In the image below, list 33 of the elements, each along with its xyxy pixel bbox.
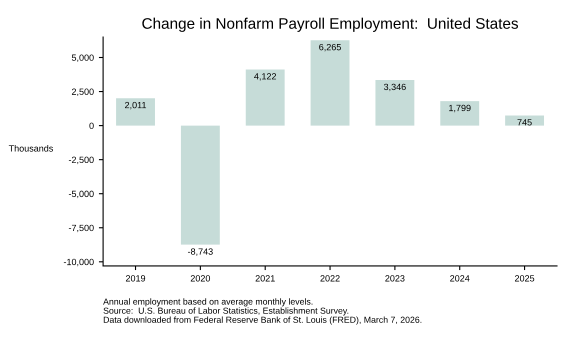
bar bbox=[246, 69, 285, 126]
bar bbox=[310, 40, 350, 126]
bar bbox=[505, 115, 544, 126]
x-tick-label: 2019 bbox=[126, 275, 146, 282]
y-tick-label: -7,500 bbox=[68, 224, 94, 232]
data-label: 6,265 bbox=[319, 44, 341, 52]
y-axis-title: Thousands bbox=[8, 144, 53, 152]
bar bbox=[116, 98, 155, 126]
data-label: 745 bbox=[518, 119, 532, 126]
y-tick-label: 2,500 bbox=[72, 88, 94, 96]
y-tick-label: 5,000 bbox=[72, 54, 94, 62]
y-tick-label: -2,500 bbox=[68, 156, 94, 164]
source-note: Source: U.S. Bureau of Labor Statistics, Establishment Survey. bbox=[104, 307, 348, 316]
bar bbox=[180, 126, 220, 245]
bar bbox=[375, 80, 414, 126]
data-label: -8,743 bbox=[188, 248, 213, 256]
x-tick-label: 2021 bbox=[256, 275, 275, 282]
data-label: 2,011 bbox=[125, 102, 146, 110]
x-tick-label: 2024 bbox=[450, 275, 470, 282]
text: Data downloaded from Federal Reserve Bank of St. Louis (FRED), March 7, 2026. bbox=[104, 316, 422, 325]
x-tick-label: 2020 bbox=[190, 275, 210, 282]
text: Annual employment based on average monthly levels. bbox=[103, 298, 312, 306]
data-label: 1,799 bbox=[449, 104, 471, 112]
x-tick-label: 2025 bbox=[514, 275, 534, 282]
x-tick-label: 2022 bbox=[320, 275, 340, 282]
data-label: 4,122 bbox=[254, 73, 276, 81]
x-tick-label: 2023 bbox=[385, 275, 405, 282]
y-tick-label: 0 bbox=[89, 122, 94, 129]
y-tick-label: -10,000 bbox=[64, 258, 94, 266]
y-tick-label: -5,000 bbox=[68, 190, 94, 198]
data-label: 3,346 bbox=[384, 84, 406, 92]
chart-title: Change in Nonfarm Payroll Employment: United States bbox=[142, 18, 518, 32]
bar bbox=[440, 101, 480, 126]
